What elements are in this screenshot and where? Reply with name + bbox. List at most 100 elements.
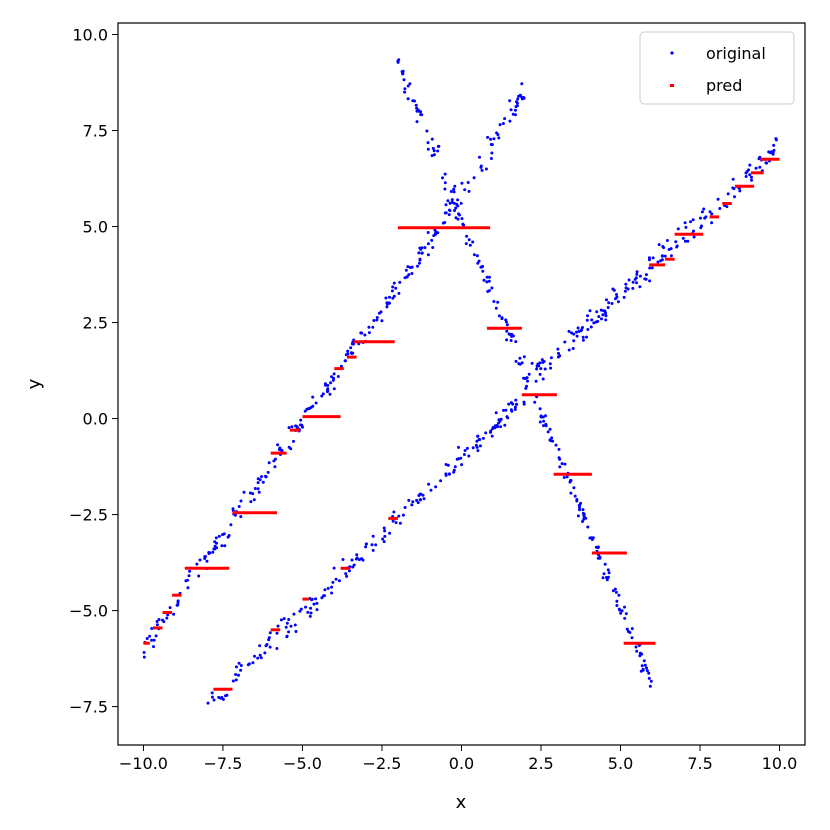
original-point bbox=[503, 423, 507, 427]
original-point bbox=[464, 242, 468, 246]
original-point bbox=[578, 504, 581, 508]
original-point bbox=[548, 427, 552, 431]
original-point bbox=[443, 221, 447, 224]
original-point bbox=[606, 575, 610, 579]
original-point bbox=[747, 168, 750, 172]
x-tick-label: 10.0 bbox=[762, 754, 798, 773]
original-point bbox=[481, 264, 484, 268]
original-point bbox=[538, 361, 542, 365]
original-point bbox=[502, 408, 505, 412]
original-point bbox=[460, 463, 464, 467]
original-point bbox=[604, 318, 608, 322]
original-point bbox=[447, 208, 451, 212]
original-point bbox=[638, 654, 642, 658]
original-point bbox=[391, 519, 395, 523]
original-point bbox=[481, 269, 485, 273]
original-point bbox=[211, 550, 215, 554]
x-tick-label: 0.0 bbox=[449, 754, 474, 773]
original-point bbox=[738, 189, 742, 193]
original-point bbox=[575, 499, 579, 503]
original-point bbox=[392, 294, 396, 298]
original-point bbox=[252, 498, 256, 502]
original-point bbox=[641, 668, 645, 672]
original-point bbox=[394, 521, 398, 525]
original-point bbox=[408, 82, 412, 86]
original-point bbox=[471, 240, 475, 244]
original-point bbox=[569, 491, 573, 495]
original-point bbox=[575, 330, 578, 334]
original-point bbox=[595, 310, 599, 314]
original-point bbox=[684, 225, 688, 229]
original-point bbox=[426, 147, 430, 151]
original-point bbox=[546, 430, 550, 434]
original-point bbox=[326, 586, 330, 590]
original-point bbox=[419, 492, 423, 496]
original-point bbox=[623, 605, 626, 609]
original-point bbox=[148, 634, 152, 638]
original-point bbox=[434, 485, 438, 489]
original-point bbox=[750, 175, 753, 179]
original-point bbox=[419, 247, 423, 251]
original-point bbox=[396, 60, 400, 64]
original-point bbox=[282, 617, 286, 621]
original-point bbox=[513, 405, 517, 409]
original-point bbox=[607, 571, 611, 575]
original-point bbox=[691, 218, 695, 222]
original-point bbox=[571, 347, 575, 350]
original-point bbox=[544, 414, 547, 418]
original-point bbox=[635, 281, 638, 285]
original-point bbox=[336, 375, 340, 378]
x-tick-label: 2.5 bbox=[528, 754, 553, 773]
original-point bbox=[251, 492, 255, 496]
original-point bbox=[251, 661, 255, 665]
original-point bbox=[258, 653, 262, 657]
original-point bbox=[355, 553, 359, 557]
original-point bbox=[374, 543, 378, 547]
original-point bbox=[276, 443, 280, 447]
y-tick-label: −2.5 bbox=[69, 506, 108, 525]
original-point bbox=[210, 691, 214, 695]
original-point bbox=[538, 372, 542, 376]
original-point bbox=[540, 358, 544, 362]
original-point bbox=[444, 203, 448, 207]
y-tick-label: −5.0 bbox=[69, 602, 108, 621]
original-point bbox=[447, 472, 451, 476]
original-point bbox=[223, 544, 227, 548]
original-point bbox=[605, 578, 609, 582]
original-point bbox=[541, 377, 545, 381]
original-point bbox=[237, 673, 240, 677]
original-point bbox=[443, 172, 447, 176]
original-point bbox=[526, 379, 529, 383]
legend-marker-original bbox=[670, 51, 674, 55]
original-point bbox=[482, 278, 486, 282]
original-point bbox=[227, 534, 231, 537]
original-point bbox=[155, 623, 159, 627]
original-point bbox=[581, 508, 585, 512]
original-point bbox=[530, 361, 534, 365]
original-point bbox=[284, 625, 288, 629]
original-point bbox=[475, 254, 479, 258]
original-point bbox=[439, 479, 443, 483]
original-point bbox=[703, 216, 707, 220]
original-point bbox=[572, 332, 576, 336]
original-point bbox=[415, 498, 419, 502]
original-point bbox=[602, 572, 606, 576]
original-point bbox=[394, 286, 398, 290]
original-point bbox=[432, 234, 436, 238]
original-point bbox=[371, 534, 375, 538]
original-point bbox=[308, 614, 312, 618]
original-point bbox=[708, 210, 712, 214]
original-point bbox=[647, 671, 651, 675]
original-point bbox=[314, 597, 318, 601]
original-point bbox=[275, 647, 279, 650]
original-point bbox=[772, 143, 776, 147]
original-point bbox=[692, 229, 695, 233]
original-point bbox=[259, 656, 263, 660]
original-point bbox=[375, 318, 379, 322]
original-point bbox=[648, 684, 652, 688]
original-point bbox=[733, 195, 736, 199]
original-point bbox=[748, 163, 752, 167]
original-point bbox=[599, 308, 603, 312]
original-point bbox=[364, 542, 368, 546]
original-point bbox=[614, 590, 618, 594]
